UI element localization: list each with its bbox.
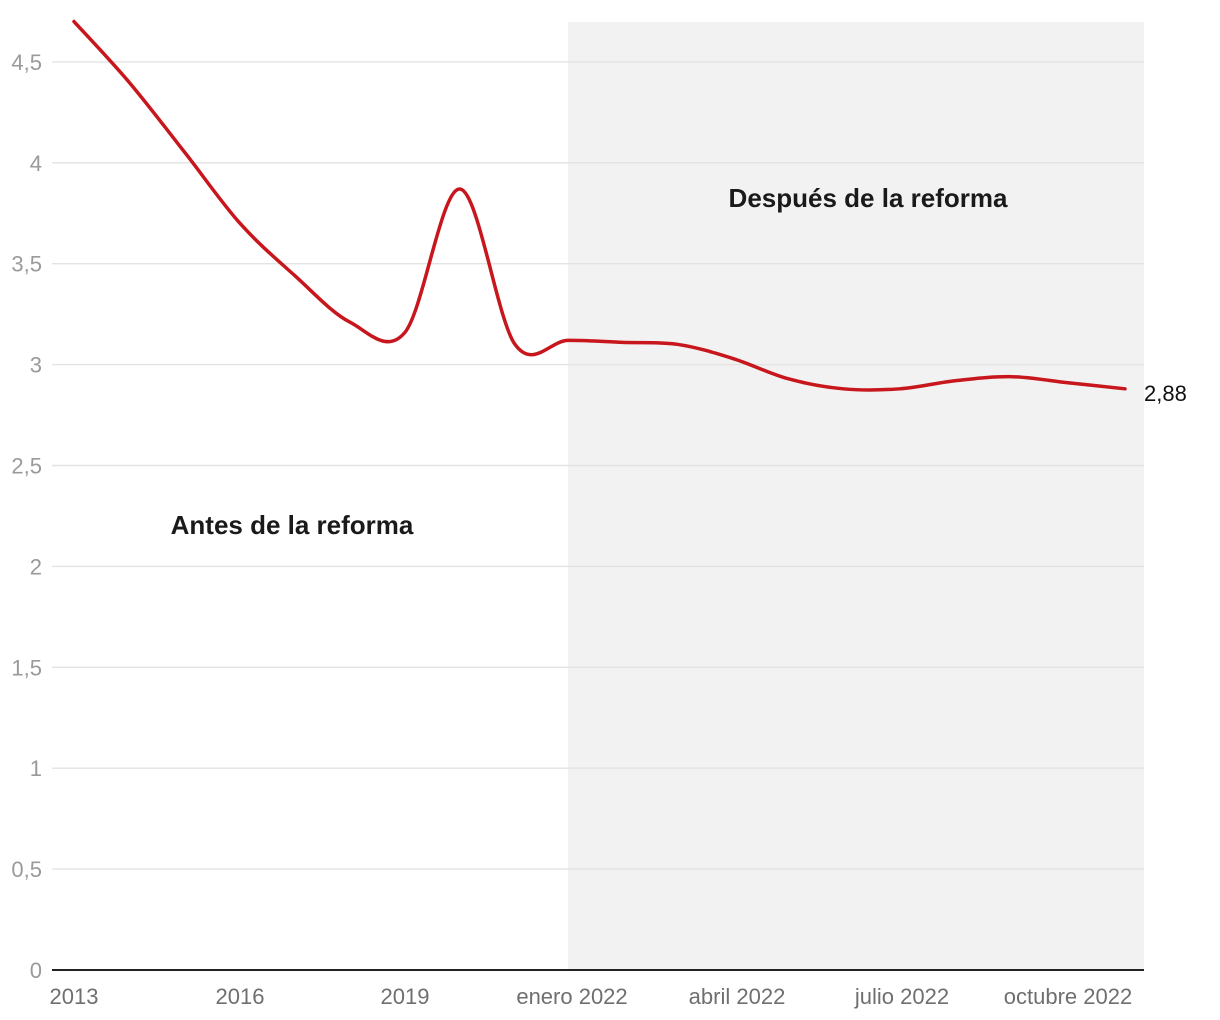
y-tick-label: 2,5 <box>11 454 42 479</box>
series-line <box>72 19 1127 392</box>
y-tick-label: 4 <box>30 151 42 176</box>
y-tick-label: 2 <box>30 554 42 579</box>
y-tick-label: 1 <box>30 756 42 781</box>
y-axis-ticks: 0 0,5 1 1,5 2 2,5 3 3,5 4 4,5 <box>11 50 42 983</box>
x-tick-label: 2013 <box>50 984 99 1009</box>
y-tick-label: 4,5 <box>11 50 42 75</box>
x-tick-label: enero 2022 <box>516 984 627 1009</box>
x-tick-label: julio 2022 <box>854 984 949 1009</box>
x-tick-label: abril 2022 <box>689 984 786 1009</box>
x-axis-ticks: 2013 2016 2019 enero 2022 abril 2022 julio 20… <box>50 984 1133 1009</box>
annotation-before-reform: Antes de la reforma <box>171 510 414 540</box>
x-tick-label: 2019 <box>381 984 430 1009</box>
end-value-label: 2,88 <box>1144 381 1187 406</box>
series-layer <box>72 19 1127 392</box>
gridlines <box>52 61 1144 870</box>
y-tick-label: 0,5 <box>11 857 42 882</box>
y-tick-label: 3 <box>30 353 42 378</box>
y-tick-label: 1,5 <box>11 655 42 680</box>
annotation-after-reform: Después de la reforma <box>729 183 1008 213</box>
y-tick-label: 0 <box>30 958 42 983</box>
x-tick-label: octubre 2022 <box>1004 984 1132 1009</box>
after-reform-shaded-region <box>568 22 1144 970</box>
x-tick-label: 2016 <box>216 984 265 1009</box>
y-tick-label: 3,5 <box>11 252 42 277</box>
